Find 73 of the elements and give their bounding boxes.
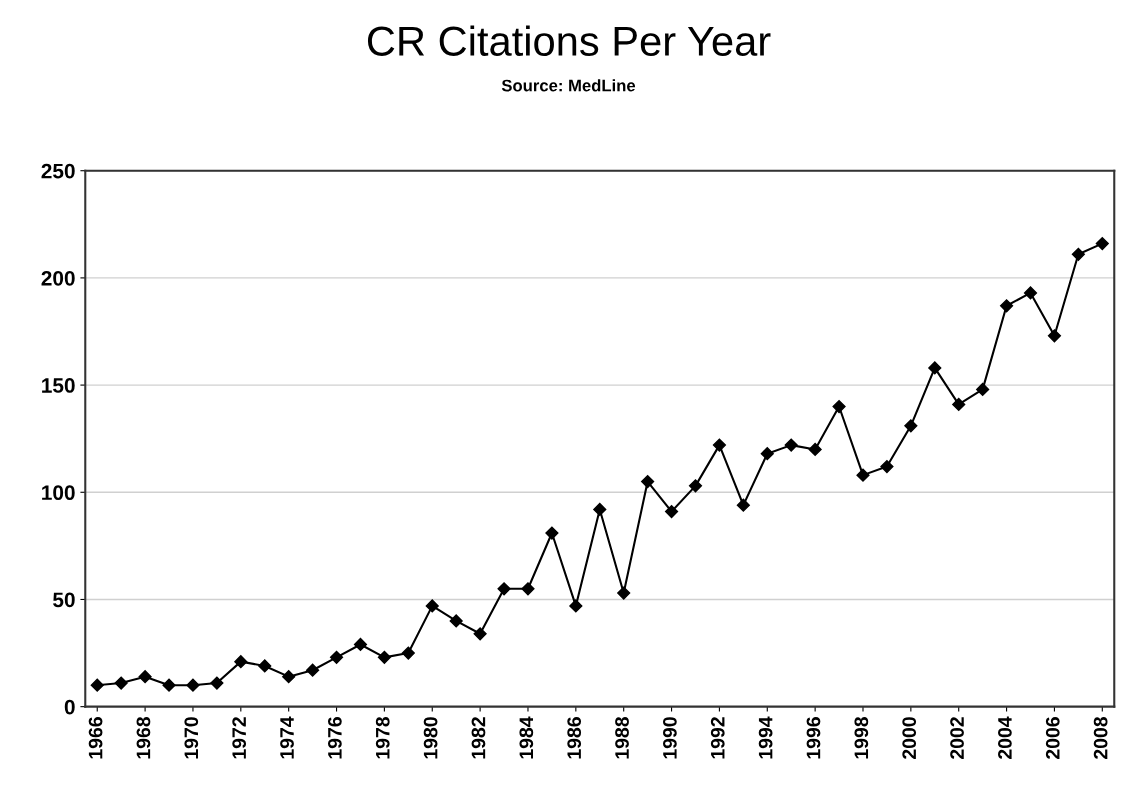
x-tick-label: 1976 [327,717,342,759]
x-tick-label: 1990 [663,717,677,759]
point [329,650,344,664]
point [521,582,535,596]
x-tick-label: 1978 [375,716,390,759]
point [856,468,870,482]
x-tick-label: 2000 [902,717,917,759]
x-tick-label: 1966 [88,717,103,759]
point [1071,247,1085,261]
point [952,397,966,411]
x-tick-label: 2006 [1045,717,1060,759]
point [593,502,607,517]
point [282,670,296,684]
y-tick-label: 0 [64,699,75,715]
point [497,582,511,596]
x-tick-label: 1974 [280,716,294,759]
x-tick-label: 1982 [471,717,486,759]
x-tick-label: 1992 [710,717,725,759]
y-tick-label: 50 [53,592,75,608]
x-tick-label: 1998 [854,716,869,759]
point [808,442,822,456]
x-tick-label: 2004 [998,716,1012,759]
point [186,678,200,692]
point [114,676,128,690]
point [1047,329,1062,343]
x-tick-label: 1994 [758,716,773,759]
point [425,599,439,613]
point [1023,286,1038,300]
x-tick-label: 1970 [184,717,199,759]
x-tick-label: 1988 [615,716,629,759]
point [641,474,655,489]
point [377,650,391,664]
x-tick-label: 1996 [806,717,821,759]
point [904,419,918,433]
point [473,627,487,641]
point [664,504,679,519]
point [353,637,368,652]
point [401,646,415,660]
y-tick-label: 250 [41,163,75,179]
x-tick-label: 1968 [136,716,151,759]
x-tick-label: 1986 [567,717,582,759]
point [976,382,990,396]
point [569,599,583,613]
point [162,678,176,692]
point [928,361,942,375]
point [258,659,272,673]
point [712,438,727,452]
point [880,459,894,474]
y-tick-label: 200 [41,270,75,286]
point [1095,237,1109,251]
chart-title: CR Citations Per Year [367,25,771,56]
point [832,399,846,414]
x-tick-label: 2002 [950,717,964,759]
point [617,586,631,600]
point [760,447,774,461]
point [306,663,320,677]
point [90,678,104,692]
point [138,670,152,684]
chart-subtitle: Source: MedLine [501,79,636,92]
point [736,498,750,512]
point [784,438,798,452]
x-tick-label: 1972 [232,717,247,759]
point [688,479,703,493]
x-tick-label: 1984 [519,716,534,759]
point [210,676,224,690]
y-tick-label: 150 [42,378,75,393]
point [545,526,559,540]
x-tick-label: 2008 [1093,716,1108,759]
point [234,655,248,669]
point [449,614,463,628]
y-tick-label: 100 [42,485,75,501]
point [999,299,1014,313]
x-tick-label: 1980 [423,717,438,759]
